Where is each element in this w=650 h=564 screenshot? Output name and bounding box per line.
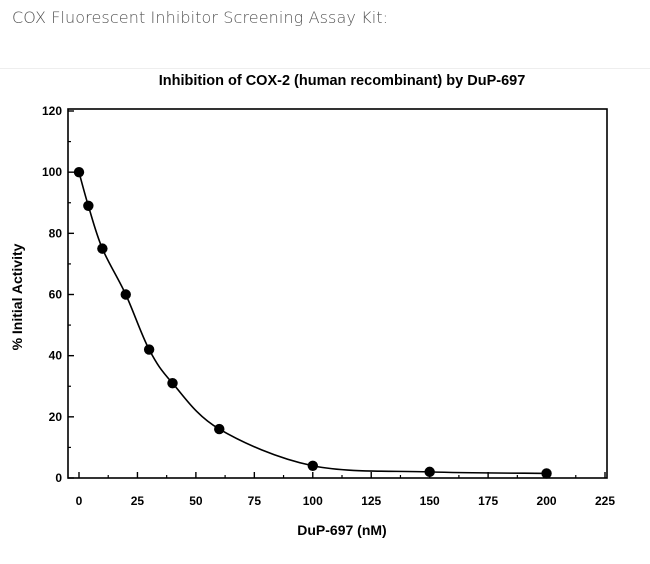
y-tick-label: 80 <box>49 226 63 240</box>
x-tick-label: 50 <box>189 494 203 508</box>
x-tick-label: 75 <box>248 494 262 508</box>
y-tick-label: 120 <box>42 104 62 118</box>
y-tick-label: 20 <box>49 410 63 424</box>
header-divider <box>0 68 650 69</box>
x-tick-label: 225 <box>595 494 615 508</box>
data-point <box>214 423 225 435</box>
data-point <box>97 243 108 254</box>
data-point <box>167 377 178 389</box>
x-tick-label: 125 <box>361 494 381 508</box>
x-axis-title: DuP-697 (nM) <box>297 522 386 538</box>
y-tick-label: 40 <box>49 349 63 363</box>
x-tick-label: 200 <box>537 494 557 508</box>
data-point <box>83 200 94 212</box>
data-point <box>73 166 85 178</box>
plot-frame <box>67 108 608 479</box>
data-point <box>541 468 552 479</box>
x-tick-label: 175 <box>478 494 498 508</box>
axis-ticks <box>68 110 606 479</box>
data-point <box>120 289 131 300</box>
chart-title: Inhibition of COX-2 (human recombinant) … <box>159 73 526 89</box>
axis-tick-labels: 0 25 50 75 100 125 150 175 200 225 0 20 40 60 80 100 120 <box>42 104 615 508</box>
data-point <box>424 466 435 478</box>
data-point <box>143 344 155 355</box>
series-curve <box>78 171 547 475</box>
x-tick-label: 100 <box>303 494 323 508</box>
data-points <box>73 166 552 479</box>
x-tick-label: 25 <box>131 494 145 508</box>
x-tick-label: 0 <box>76 494 83 508</box>
y-axis-title: % Initial Activity <box>9 243 25 350</box>
page-header-title: COX Fluorescent Inhibitor Screening Assa… <box>12 8 389 27</box>
y-tick-label: 60 <box>49 288 63 302</box>
y-tick-label: 0 <box>55 471 62 485</box>
y-tick-label: 100 <box>42 165 62 179</box>
data-point <box>307 460 318 471</box>
x-tick-label: 150 <box>420 494 440 508</box>
